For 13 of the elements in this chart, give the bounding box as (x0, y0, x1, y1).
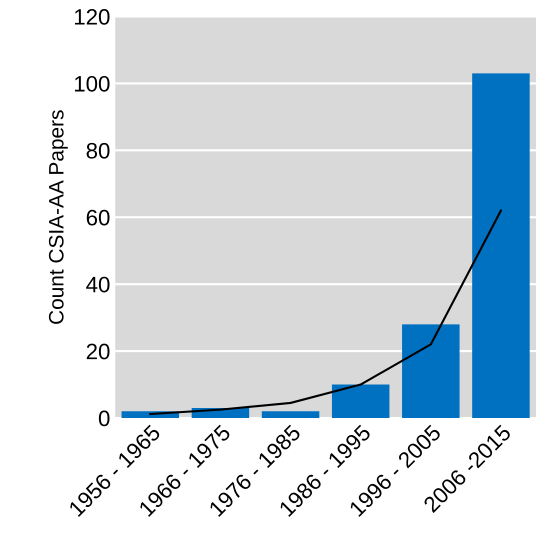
y-tick-label: 60 (86, 210, 110, 226)
y-tick-label: 120 (75, 9, 110, 25)
y-tick-label: 40 (86, 276, 110, 292)
y-tick-label: 80 (86, 142, 110, 159)
y-tick-label: 100 (75, 76, 110, 92)
y-axis-title: Count CSIA-AA Papers (48, 110, 68, 324)
bar (262, 411, 320, 418)
bar (402, 324, 460, 418)
y-tick-label: 0 (98, 410, 110, 426)
line-series (149, 210, 502, 416)
bar (472, 73, 530, 418)
y-tick-label: 20 (86, 344, 110, 360)
bar (332, 384, 390, 418)
